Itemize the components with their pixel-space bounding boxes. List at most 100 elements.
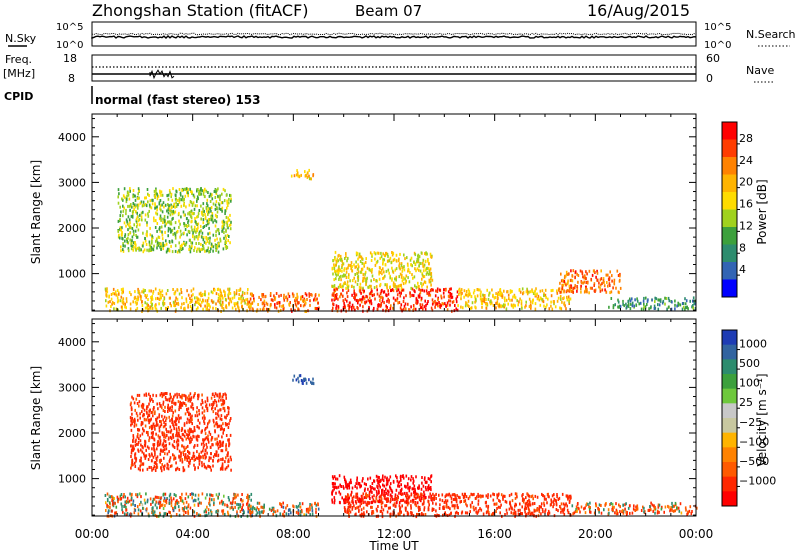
data-cell [442, 302, 445, 306]
data-cell [167, 226, 170, 230]
data-cell [337, 267, 340, 271]
data-cell [445, 493, 447, 497]
data-cell [427, 488, 429, 492]
data-cell [419, 261, 421, 265]
data-cell [484, 501, 487, 505]
data-cell [135, 308, 137, 312]
data-cell [335, 277, 337, 281]
data-cell [611, 279, 613, 283]
data-cell [401, 504, 403, 508]
data-cell [560, 502, 563, 506]
data-cell [413, 307, 415, 311]
data-cell [165, 222, 168, 226]
data-cell [444, 495, 447, 499]
data-cell [281, 304, 283, 308]
data-cell [346, 280, 349, 284]
data-cell [121, 299, 124, 303]
data-cell [295, 173, 298, 177]
data-cell [175, 230, 178, 234]
data-cell [456, 494, 458, 498]
data-cell [406, 256, 408, 260]
data-cell [402, 288, 405, 292]
data-cell [126, 239, 128, 243]
data-cell [420, 496, 423, 500]
data-cell [197, 226, 199, 230]
data-cell [219, 427, 222, 431]
data-cell [359, 298, 361, 302]
data-cell [646, 303, 648, 306]
data-cell [175, 296, 177, 300]
data-cell [622, 511, 625, 515]
data-cell [383, 301, 385, 305]
data-cell [333, 475, 336, 479]
data-cell [460, 511, 463, 515]
data-cell [210, 247, 212, 251]
data-cell [585, 277, 587, 281]
data-cell [199, 298, 201, 302]
data-cell [172, 209, 175, 213]
data-cell [454, 494, 456, 498]
data-cell [189, 296, 191, 300]
data-cell [398, 264, 400, 268]
data-cell [122, 198, 124, 202]
data-cell [537, 297, 539, 301]
data-cell [387, 254, 389, 258]
data-cell [237, 503, 240, 507]
data-cell [444, 512, 446, 515]
data-cell [155, 219, 157, 223]
data-cell [178, 405, 181, 409]
data-cell [196, 424, 198, 428]
data-cell [218, 207, 221, 211]
data-cell [118, 292, 120, 296]
data-cell [153, 219, 155, 223]
data-cell [599, 278, 602, 282]
data-cell [130, 214, 133, 218]
data-cell [514, 304, 516, 308]
data-cell [302, 300, 305, 304]
data-cell [674, 307, 676, 311]
data-cell [131, 461, 134, 465]
data-cell [128, 290, 131, 294]
data-cell [417, 294, 420, 298]
data-cell [609, 503, 611, 506]
data-cell [528, 508, 530, 512]
data-cell [179, 400, 181, 404]
data-cell [197, 212, 200, 216]
cpid-label: CPID [4, 90, 33, 103]
data-cell [181, 444, 183, 448]
data-cell [331, 298, 333, 302]
data-cell [392, 252, 395, 256]
data-cell [154, 304, 156, 308]
data-cell [182, 198, 184, 202]
data-cell [210, 452, 212, 455]
data-cell [130, 448, 133, 452]
data-cell [365, 294, 367, 298]
data-cell [292, 293, 295, 297]
data-cell [392, 258, 395, 262]
data-cell [410, 504, 412, 508]
data-cell [300, 295, 302, 299]
data-cell [228, 201, 230, 205]
data-cell [224, 392, 226, 396]
data-cell [543, 294, 545, 298]
data-cell [140, 248, 142, 252]
data-cell [512, 304, 514, 308]
data-cell [343, 301, 345, 305]
data-cell [203, 416, 206, 420]
data-cell [198, 192, 200, 196]
data-cell [550, 503, 552, 506]
data-cell [334, 289, 337, 292]
data-cell [381, 490, 383, 494]
data-cell [381, 512, 384, 516]
data-cell [332, 302, 334, 306]
data-cell [150, 206, 153, 210]
data-cell [541, 298, 543, 302]
data-cell [197, 301, 200, 305]
data-cell [134, 443, 137, 447]
data-cell [297, 508, 300, 512]
data-cell [397, 259, 400, 263]
data-cell [345, 267, 348, 271]
noise-search-label: N.Search [746, 28, 796, 41]
data-cell [207, 212, 209, 216]
data-cell [414, 307, 417, 311]
